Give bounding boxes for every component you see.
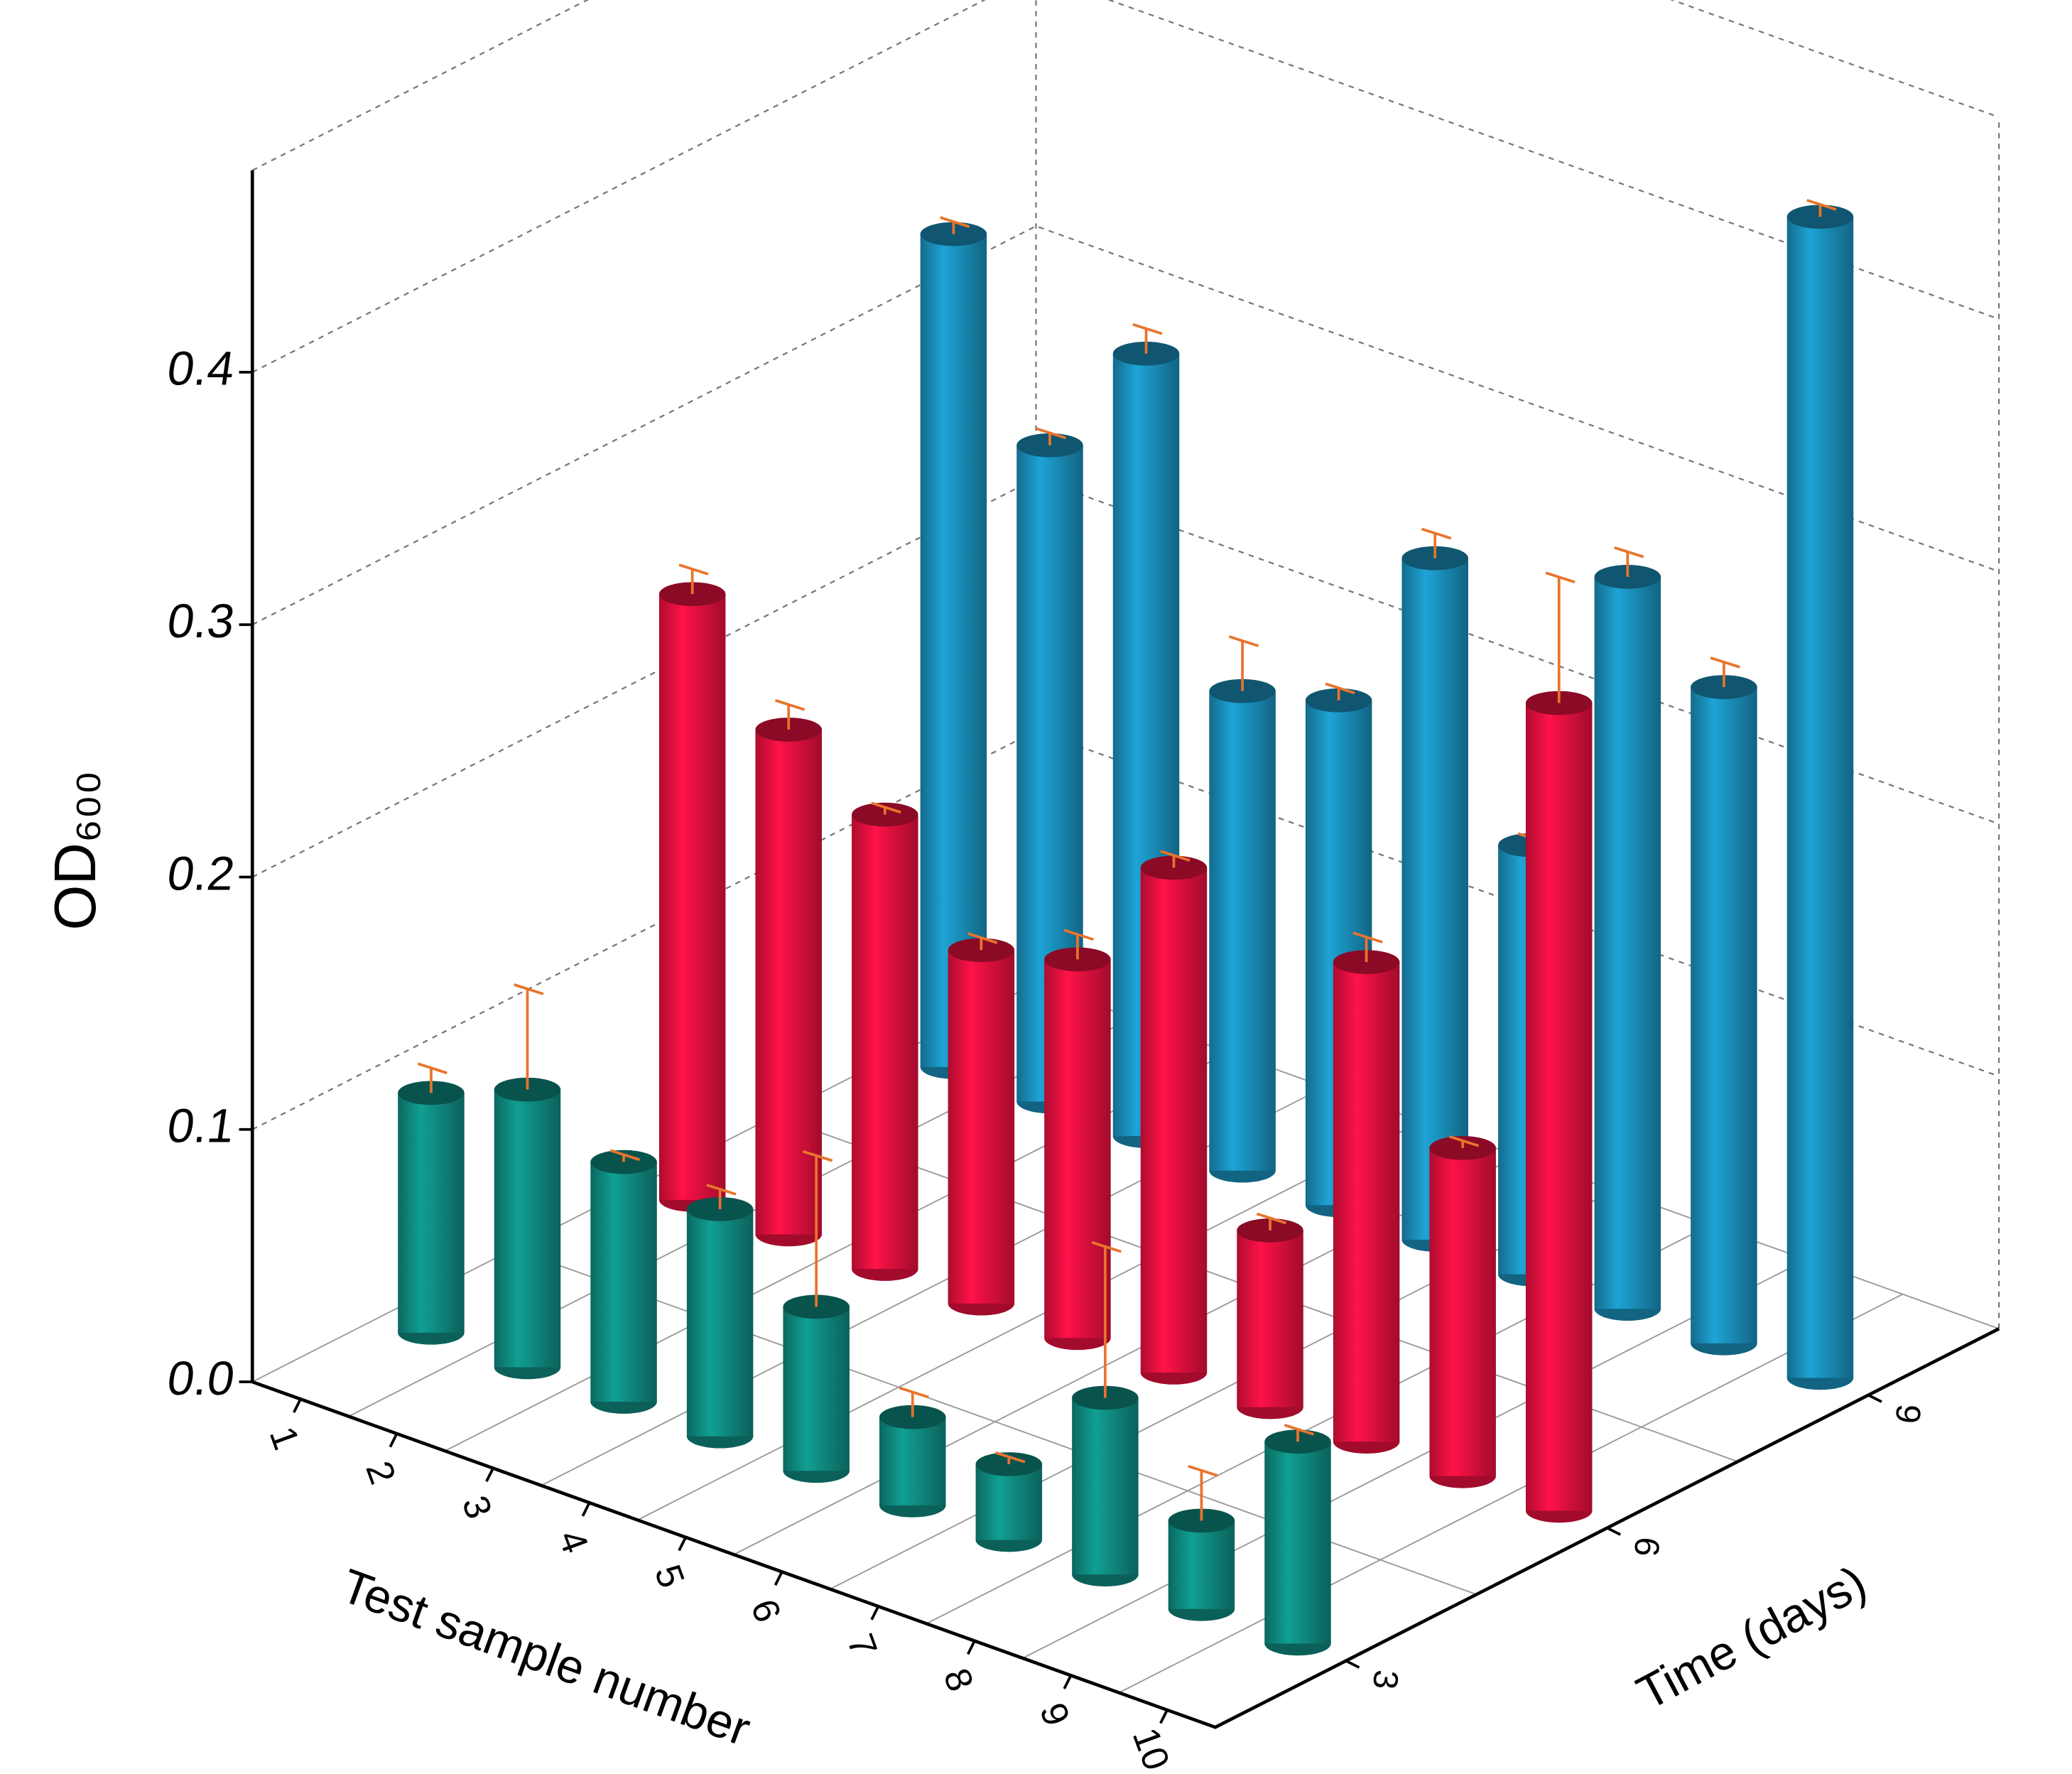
- x-tick: [966, 1640, 976, 1655]
- bar: [1044, 959, 1111, 1338]
- bar: [755, 729, 822, 1235]
- error-cap: [678, 563, 709, 575]
- x-tick-label: 9: [1031, 1698, 1077, 1731]
- x-tick: [678, 1536, 687, 1552]
- error-cap: [609, 1149, 641, 1162]
- x-tick-label: 3: [454, 1491, 499, 1524]
- x-tick-label: 5: [646, 1559, 692, 1593]
- error-cap: [940, 216, 970, 228]
- wall-top: [251, 0, 2000, 171]
- bar: [1237, 1230, 1303, 1407]
- bar: [1072, 1397, 1139, 1575]
- floor-line: [1022, 1259, 1807, 1659]
- error-cap: [1091, 1240, 1122, 1253]
- error-cap: [1545, 571, 1575, 584]
- error-cap: [1160, 850, 1190, 862]
- x-axis-title: Test sample number: [335, 1559, 757, 1756]
- floor-line: [1118, 1293, 1904, 1694]
- x-tick: [774, 1571, 783, 1586]
- error-cap: [899, 1386, 929, 1399]
- error-cap: [417, 1062, 448, 1075]
- bar: [783, 1307, 850, 1471]
- z-tick-label: 6: [1627, 1535, 1666, 1558]
- y-tick-label: 0.1: [164, 1100, 238, 1153]
- error-cap: [1284, 1424, 1315, 1436]
- bar: [1401, 558, 1468, 1240]
- bar: [590, 1162, 657, 1402]
- x-tick-label: 7: [839, 1628, 884, 1662]
- bar: [1264, 1442, 1331, 1644]
- bar: [686, 1208, 754, 1437]
- error-cap: [1806, 198, 1837, 211]
- error-cap: [1036, 427, 1066, 440]
- x-tick: [1159, 1709, 1168, 1724]
- bar: [398, 1093, 465, 1333]
- bar: [948, 950, 1015, 1304]
- bar: [1526, 703, 1593, 1511]
- bar: [1168, 1520, 1235, 1609]
- x-tick-label: 8: [935, 1663, 981, 1697]
- error-cap: [1132, 323, 1163, 335]
- bar: [1691, 687, 1757, 1343]
- error-cap: [774, 699, 806, 711]
- error-cap: [1352, 931, 1383, 943]
- error-cap: [1228, 635, 1259, 647]
- x-tick: [870, 1606, 880, 1621]
- error-cap: [1710, 656, 1740, 669]
- bar: [1209, 691, 1276, 1171]
- y-axis-title: OD₆₀₀: [43, 771, 108, 931]
- grid-line: [251, 0, 2000, 373]
- y-tick-label: 0.2: [164, 848, 238, 901]
- x-tick: [293, 1398, 302, 1413]
- x-tick: [581, 1502, 591, 1517]
- y-tick-label: 0.4: [164, 342, 238, 396]
- z-tick: [1345, 1660, 1360, 1669]
- floor-line: [637, 1120, 1422, 1521]
- error-cap: [706, 1184, 737, 1196]
- bar: [920, 234, 987, 1067]
- error-cap: [1325, 682, 1355, 695]
- bar: [658, 594, 726, 1200]
- z-tick: [1606, 1527, 1622, 1536]
- z-tick: [1867, 1394, 1882, 1403]
- x-tick-label: 6: [742, 1594, 788, 1628]
- x-tick-label: 10: [1124, 1723, 1177, 1774]
- x-tick: [389, 1433, 398, 1448]
- z-axis-title: Time (days): [1629, 1556, 1875, 1721]
- error-cap: [514, 983, 544, 995]
- error-cap: [871, 801, 901, 814]
- y-tick-label: 0.0: [164, 1352, 238, 1405]
- error-cap: [802, 1150, 833, 1162]
- x-tick: [1063, 1675, 1073, 1689]
- error-cap: [967, 932, 998, 944]
- bar: [1140, 867, 1208, 1373]
- x-tick-label: 2: [357, 1456, 403, 1489]
- x-tick: [485, 1467, 494, 1483]
- bar: [975, 1464, 1043, 1540]
- bar: [852, 814, 918, 1270]
- bar: [1429, 1147, 1496, 1476]
- bar: [494, 1089, 561, 1368]
- error-cap: [1188, 1464, 1218, 1477]
- x-tick-label: 4: [550, 1525, 595, 1559]
- base-axis: [251, 1327, 2000, 1729]
- error-cap: [1448, 1135, 1480, 1147]
- bar-top: [494, 1077, 561, 1102]
- error-cap: [1614, 546, 1644, 558]
- error-cap: [1256, 1212, 1287, 1225]
- error-cap: [1421, 527, 1452, 540]
- bar: [1333, 962, 1400, 1442]
- error-cap: [1063, 929, 1094, 941]
- z-tick-label: 9: [1888, 1402, 1928, 1425]
- bar: [1594, 576, 1661, 1309]
- z-tick-label: 3: [1365, 1668, 1405, 1691]
- error-cap: [995, 1451, 1026, 1464]
- y-tick-label: 0.3: [164, 595, 238, 648]
- x-tick-label: 1: [261, 1422, 307, 1455]
- bar: [1786, 217, 1854, 1378]
- bar: [879, 1417, 946, 1505]
